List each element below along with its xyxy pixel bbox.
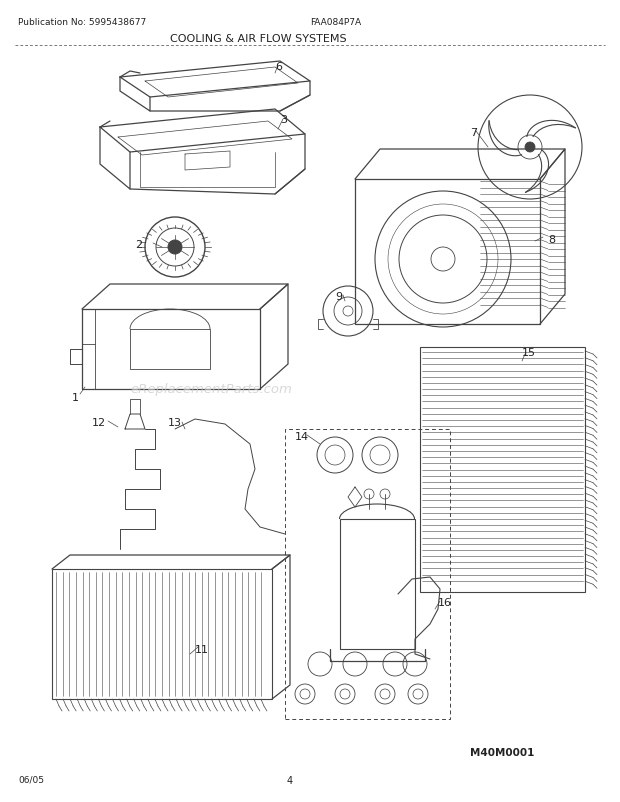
Text: 14: 14 (295, 431, 309, 441)
Bar (52, 569, 272, 699)
Text: 2: 2 (135, 240, 142, 249)
Text: 6: 6 (275, 62, 282, 72)
Text: 4: 4 (287, 775, 293, 785)
Text: 12: 12 (92, 418, 106, 427)
Circle shape (525, 143, 535, 153)
Text: eReplacementParts.com: eReplacementParts.com (130, 383, 292, 396)
Circle shape (168, 241, 182, 255)
Text: 06/05: 06/05 (18, 775, 44, 784)
Text: 7: 7 (470, 128, 477, 138)
Text: 3: 3 (280, 115, 287, 125)
Text: 11: 11 (195, 644, 209, 654)
Text: M40M0001: M40M0001 (470, 747, 534, 757)
Text: 1: 1 (72, 392, 79, 403)
Text: COOLING & AIR FLOW SYSTEMS: COOLING & AIR FLOW SYSTEMS (170, 34, 347, 44)
Text: 8: 8 (548, 235, 555, 245)
Text: 15: 15 (522, 347, 536, 358)
Text: 9: 9 (335, 292, 342, 302)
Text: 13: 13 (168, 418, 182, 427)
Text: 16: 16 (438, 597, 452, 607)
Text: Publication No: 5995438677: Publication No: 5995438677 (18, 18, 146, 27)
Bar (285, 429, 450, 719)
Text: FAA084P7A: FAA084P7A (310, 18, 361, 27)
Bar (340, 520, 415, 649)
Bar (420, 347, 585, 592)
